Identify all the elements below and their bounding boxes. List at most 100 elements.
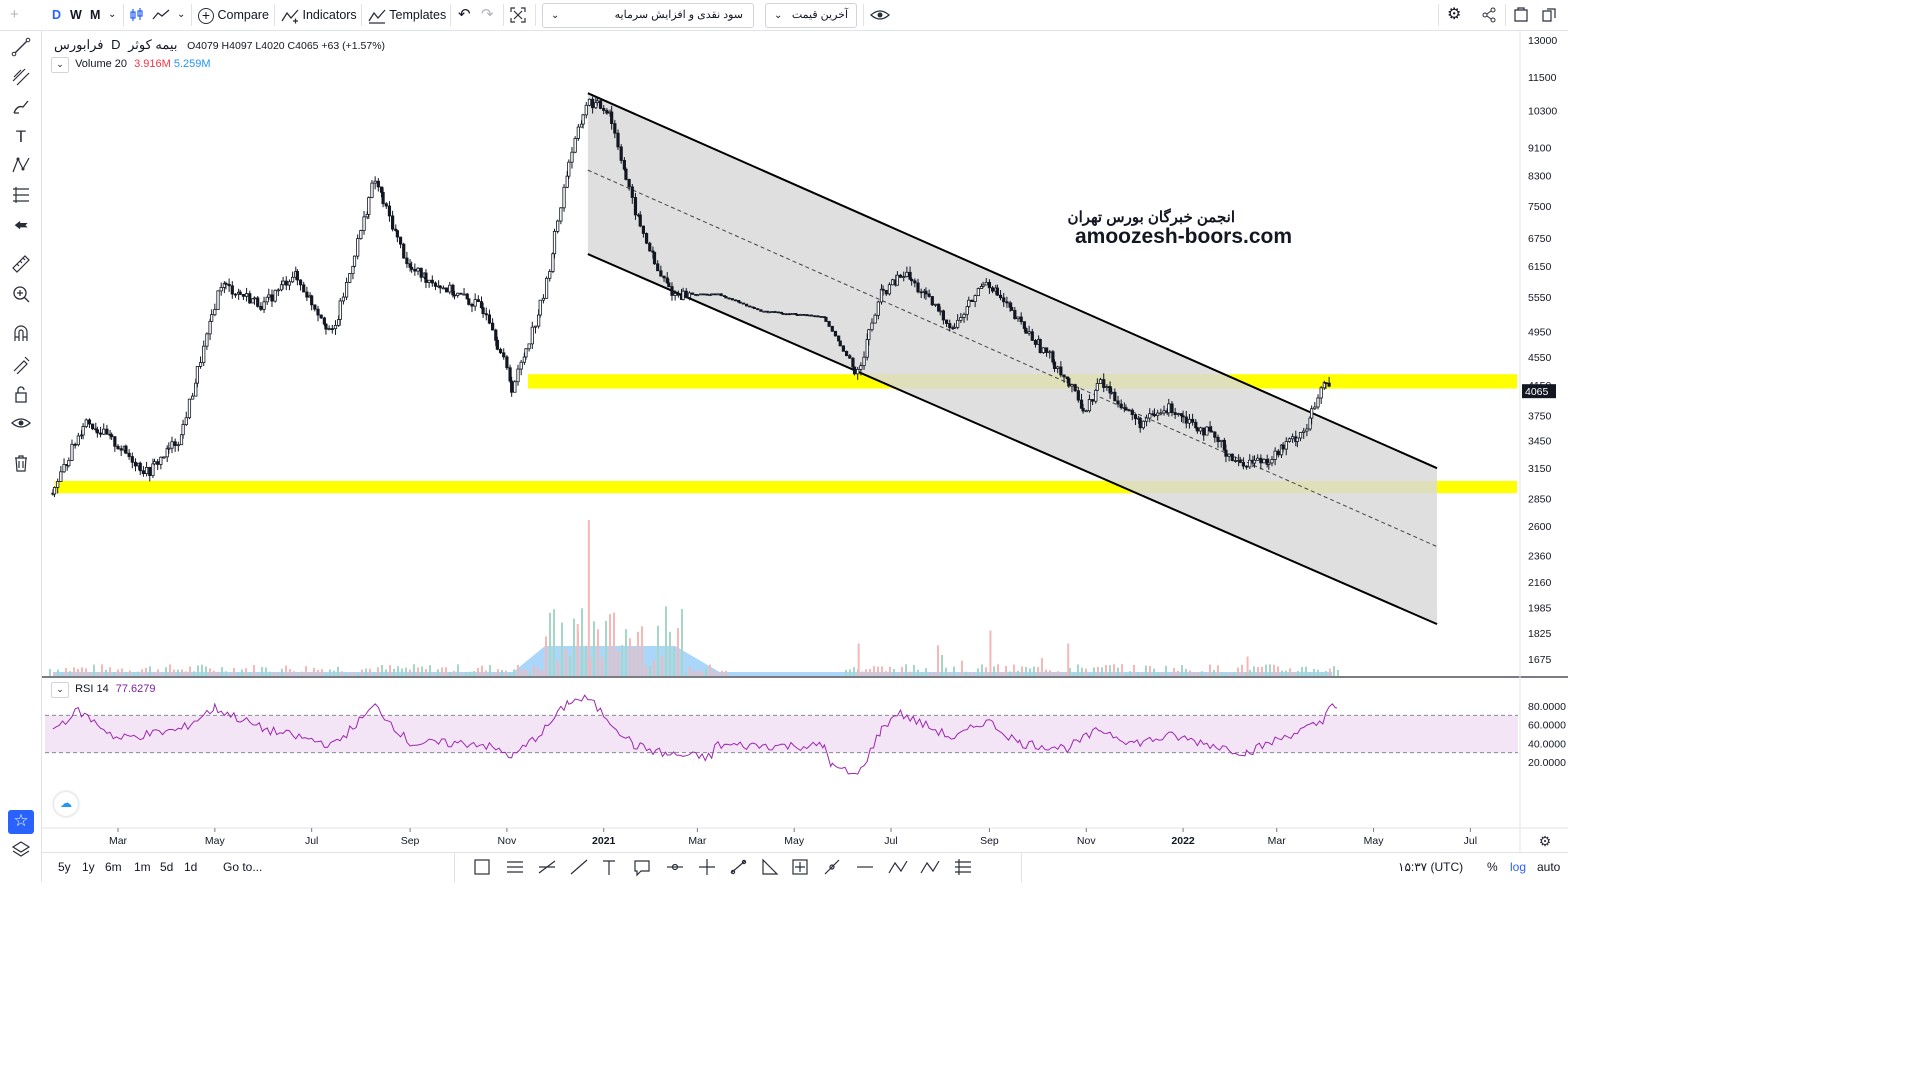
volume-bar xyxy=(1261,666,1263,676)
goto-button[interactable]: Go to... xyxy=(223,860,263,874)
magnet-icon[interactable] xyxy=(9,324,33,346)
auto-toggle[interactable]: auto xyxy=(1537,860,1561,874)
collapse-toggle[interactable]: ⌄ xyxy=(51,682,69,698)
volume-bar xyxy=(905,664,907,676)
candle xyxy=(1141,420,1146,430)
clock-readout[interactable]: ۱۵:۳۷ (UTC) xyxy=(1398,860,1464,874)
arrow-left-icon[interactable]: 🢘 xyxy=(14,216,28,235)
candles-icon[interactable] xyxy=(129,4,145,26)
indicators-label: Indicators xyxy=(302,8,357,22)
volume-bar xyxy=(573,618,575,676)
brush-icon[interactable] xyxy=(9,97,33,119)
collapse-toggle[interactable]: ⌄ xyxy=(51,57,69,73)
candle xyxy=(1033,339,1038,348)
volume-bar xyxy=(1153,668,1155,676)
volume-bar xyxy=(1281,670,1283,676)
layers-icon[interactable] xyxy=(9,840,33,862)
crosshair-icon[interactable]: + xyxy=(10,6,19,23)
candle xyxy=(610,105,614,130)
range-6m[interactable]: 6m xyxy=(105,860,122,874)
volume-bar xyxy=(557,660,559,676)
settings-icon[interactable]: ⚙ xyxy=(1447,6,1462,23)
trash-icon[interactable] xyxy=(9,453,33,475)
text-icon[interactable]: T xyxy=(15,127,27,146)
pattern-icon[interactable] xyxy=(9,155,33,177)
fullscreen-icon[interactable] xyxy=(510,4,526,26)
favorite-tools-icon[interactable] xyxy=(455,853,1023,883)
volume-bar xyxy=(925,668,927,676)
interval-month[interactable]: M xyxy=(90,8,101,22)
redo-icon[interactable]: ↷ xyxy=(481,6,494,23)
indicators-button[interactable]: Indicators xyxy=(281,4,357,26)
log-toggle[interactable]: log xyxy=(1510,860,1527,874)
candle xyxy=(1219,439,1223,448)
volume-bar xyxy=(73,667,75,676)
candle xyxy=(756,308,760,311)
candle xyxy=(1102,373,1106,393)
candle xyxy=(152,458,157,466)
tv-logo-icon[interactable]: ☁ xyxy=(54,792,78,816)
percent-toggle[interactable]: % xyxy=(1487,860,1498,874)
candle xyxy=(1019,312,1023,325)
price-tick-label: 13000 xyxy=(1528,35,1557,47)
chevron-down-icon[interactable]: ⌄ xyxy=(177,9,186,20)
volume-bar xyxy=(261,666,263,676)
candle xyxy=(270,289,274,307)
time-tick-label: Jul xyxy=(884,835,897,847)
lock-drawing-icon[interactable] xyxy=(9,354,33,376)
low-value: 4020 xyxy=(261,40,285,52)
price-type-dropdown[interactable]: ⌄ آخرین قیمت xyxy=(765,3,857,28)
candle xyxy=(913,278,917,288)
fib-icon[interactable] xyxy=(9,185,33,207)
range-5d[interactable]: 5d xyxy=(160,860,174,874)
snapshot-icon[interactable] xyxy=(1513,4,1529,26)
compare-button[interactable]: + Compare xyxy=(198,4,269,26)
candle xyxy=(781,313,785,315)
interval-week[interactable]: W xyxy=(70,8,82,22)
range-5y[interactable]: 5y xyxy=(58,860,71,874)
candle xyxy=(1324,382,1328,390)
volume-bar xyxy=(61,673,63,676)
star-icon[interactable]: ☆ xyxy=(8,810,34,834)
price-chart[interactable]: 13000 11500 10300 9100 8300 7500 6750 6150 5550 4… xyxy=(0,0,1568,882)
volume-bar xyxy=(581,608,583,676)
pitchfork-icon[interactable] xyxy=(9,67,33,89)
templates-icon xyxy=(368,9,386,24)
volume-bar xyxy=(1285,670,1287,676)
candle xyxy=(730,298,734,301)
trend-line-icon[interactable] xyxy=(9,37,33,59)
candle xyxy=(559,207,563,225)
range-1m[interactable]: 1m xyxy=(134,860,151,874)
candle xyxy=(584,101,588,119)
symbol-legend: فرابورس D بیمه کوثر O4079 H4097 L4020 C4… xyxy=(54,37,386,52)
axis-settings-icon[interactable]: ⚙ xyxy=(1539,833,1552,849)
dividend-dropdown[interactable]: ⌄ سود نقدی و افزایش سرمایه xyxy=(542,3,754,28)
templates-button[interactable]: Templates xyxy=(368,4,446,26)
eye-icon[interactable] xyxy=(870,4,890,26)
popout-icon[interactable] xyxy=(1541,4,1557,26)
volume-bar xyxy=(1149,665,1151,676)
volume-bar xyxy=(89,672,91,676)
chevron-down-icon[interactable]: ⌄ xyxy=(108,9,117,20)
volume-bar xyxy=(681,609,683,676)
range-1y[interactable]: 1y xyxy=(82,860,95,874)
volume-bar xyxy=(185,671,187,676)
candle xyxy=(1027,325,1031,336)
volume-bar xyxy=(301,671,303,676)
range-1d[interactable]: 1d xyxy=(184,860,198,874)
ruler-icon[interactable] xyxy=(9,254,33,276)
volume-bar xyxy=(1093,667,1095,676)
candle xyxy=(924,287,928,300)
candle xyxy=(479,296,484,309)
zoom-in-icon[interactable] xyxy=(9,284,33,306)
interval-day[interactable]: D xyxy=(52,8,62,22)
candle xyxy=(887,282,892,296)
candle xyxy=(1173,407,1177,419)
volume-bar xyxy=(893,669,895,676)
unlock-icon[interactable] xyxy=(9,384,33,406)
candle xyxy=(508,364,512,383)
eye-icon[interactable] xyxy=(9,413,33,435)
share-icon[interactable] xyxy=(1481,4,1497,26)
undo-icon[interactable]: ↶ xyxy=(458,6,471,23)
line-chart-icon[interactable] xyxy=(152,4,170,26)
